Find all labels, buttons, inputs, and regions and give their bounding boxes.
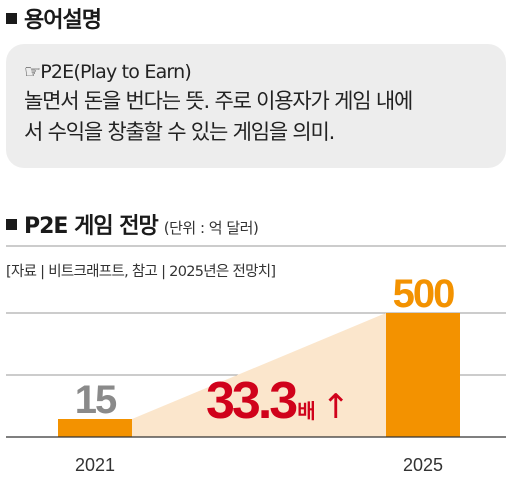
glossary-definition-line: 놀면서 돈을 번다는 뜻. 주로 이용자가 게임 내에: [24, 89, 413, 113]
bar-2025: [386, 313, 460, 437]
value-labels: 15 500: [75, 272, 456, 422]
growth-number: 33.3: [206, 372, 297, 430]
bar-2021: [58, 419, 132, 437]
chart-title-text: P2E 게임 전망: [24, 214, 159, 239]
glossary-definition: 놀면서 돈을 번다는 뜻. 주로 이용자가 게임 내에 서 수익을 창출할 수 …: [24, 86, 488, 148]
growth-suffix: 배: [297, 399, 315, 423]
chart-section-title: P2E 게임 전망 (단위 : 억 달러): [6, 208, 259, 240]
value-label-2025: 500: [393, 272, 454, 316]
glossary-title-text: 용어설명: [24, 8, 102, 33]
bars: [58, 313, 460, 437]
title-square-bullet: [6, 13, 17, 24]
growth-arrow-icon: ↑: [322, 387, 351, 427]
glossary-definition-line: 서 수익을 창출할 수 있는 게임을 의미.: [24, 120, 335, 144]
title-square-bullet: [6, 219, 17, 230]
chart-unit: (단위 : 억 달러): [163, 219, 259, 237]
glossary-term: ☞P2E(Play to Earn): [24, 61, 192, 83]
growth-multiplier-label: 33.3 배 ↑: [206, 372, 350, 430]
x-tick-labels: 2021 2025: [75, 455, 443, 475]
glossary-box: ☞P2E(Play to Earn) 놀면서 돈을 번다는 뜻. 주로 이용자가…: [6, 44, 506, 168]
chart-source-note: [자료 | 비트크래프트, 참고 | 2025년은 전망치]: [6, 264, 276, 280]
x-tick-2025: 2025: [403, 455, 443, 475]
x-tick-2021: 2021: [75, 455, 115, 475]
value-label-2021: 15: [75, 378, 117, 422]
growth-wedge: [132, 313, 386, 437]
glossary-section-title: 용어설명: [6, 2, 102, 34]
